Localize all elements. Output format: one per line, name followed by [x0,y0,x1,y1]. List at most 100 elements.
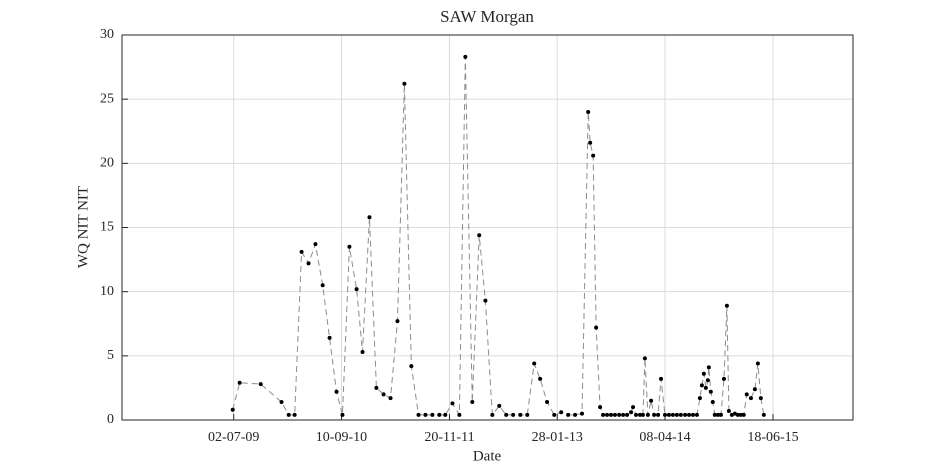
data-point [504,412,509,417]
data-point [697,396,702,401]
data-point [430,412,435,417]
data-point [705,378,710,383]
data-point [237,380,242,385]
data-point [381,392,386,397]
data-point [423,412,428,417]
data-point [306,261,311,266]
data-point [457,412,462,417]
x-tick-label: 18-06-15 [747,430,798,445]
data-point [715,412,720,417]
axes-box [121,34,854,421]
data-point [525,412,530,417]
y-tick-label: 15 [100,220,114,235]
data-point [313,242,318,247]
y-tick-label: 10 [100,284,114,299]
data-point [758,396,763,401]
data-point [683,412,688,417]
data-point [409,364,414,369]
data-point [573,412,578,417]
data-point [687,412,692,417]
x-tick-label: 20-11-11 [424,430,474,445]
y-tick-label: 0 [107,412,114,427]
data-point [258,382,263,387]
data-point [591,153,596,158]
data-point [752,387,757,392]
data-point [652,412,657,417]
data-point [347,244,352,249]
data-point [748,396,753,401]
data-point [552,412,557,417]
data-point [712,412,717,417]
data-point [299,249,304,254]
x-tick-label: 10-09-10 [316,430,367,445]
data-point [463,54,468,59]
data-point [625,412,630,417]
data-point [608,412,613,417]
data-point [659,376,664,381]
chart-title: SAW Morgan [440,7,534,26]
data-point [637,412,642,417]
data-point [532,361,537,366]
data-point [678,412,683,417]
data-point [279,400,284,405]
data-point [631,405,636,410]
data-point [666,412,671,417]
x-axis-label: Date [473,448,502,464]
data-point [674,412,679,417]
data-point [538,376,543,381]
data-point [605,412,610,417]
y-axis-label: WQ NIT NIT [75,186,91,268]
data-point [395,319,400,324]
data-point [470,400,475,405]
data-point [477,233,482,238]
data-point [755,361,760,366]
data-point [586,110,591,114]
data-point [735,412,740,417]
data-point [642,356,647,361]
data-point [690,412,695,417]
data-point [374,385,379,390]
data-point [629,410,634,415]
data-point [656,412,661,417]
data-point [721,376,726,381]
x-tick-label: 02-07-09 [208,430,259,445]
data-point [724,303,729,308]
data-point [694,412,699,417]
data-point [340,412,345,417]
data-point [598,405,603,410]
x-tick-label: 28-01-13 [532,430,583,445]
data-point [402,81,407,86]
data-point [701,371,706,376]
y-tick-label: 25 [100,91,114,106]
data-point [761,412,766,417]
y-tick-label: 30 [100,27,114,42]
data-point [483,298,488,303]
data-point [545,400,550,405]
data-point [588,140,593,145]
data-point [320,283,325,288]
data-point [703,385,708,390]
data-point [450,401,455,406]
data-point [360,349,365,354]
data-point [741,412,746,417]
data-point [601,412,606,417]
data-point [706,365,711,370]
data-point [621,412,626,417]
data-point [726,409,731,414]
data-point [334,389,339,394]
data-point [292,412,297,417]
data-point [634,412,639,417]
data-point [580,411,585,416]
data-point [594,325,599,330]
data-point [497,403,502,408]
data-point [612,412,617,417]
data-point [699,383,704,388]
data-point [327,335,332,340]
y-tick-label: 20 [100,156,114,171]
data-point [367,215,372,220]
data-point [388,396,393,401]
data-point [443,412,448,417]
